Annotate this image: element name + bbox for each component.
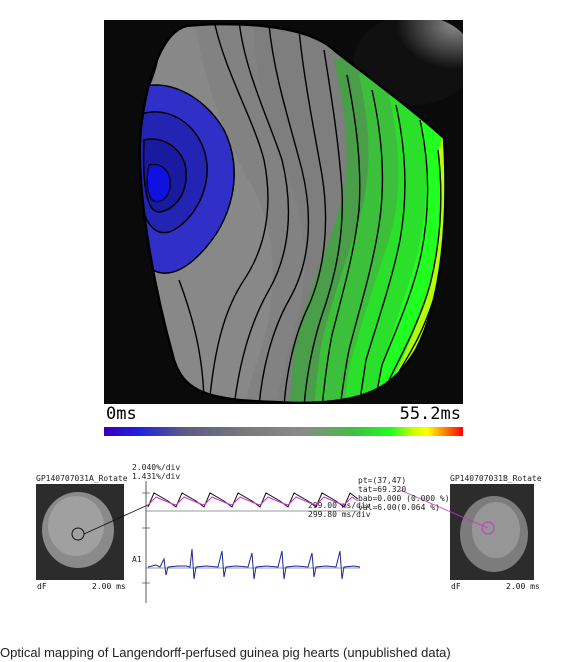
right-thumbnail-corner-left: dF bbox=[451, 582, 461, 591]
readout-line-2: tat=69.320 bbox=[358, 485, 407, 494]
scale-max-label: 55.2ms bbox=[397, 404, 463, 424]
left-thumbnail-title: GP140707031A_Rotate bbox=[36, 474, 128, 483]
figure-caption: Optical mapping of Langendorff-perfused … bbox=[0, 645, 451, 660]
traces-plot bbox=[142, 481, 361, 603]
scale-line-1: 2.040%/div bbox=[132, 463, 181, 472]
colorbar-labels: 0ms 55.2ms bbox=[104, 404, 463, 426]
activation-map-image bbox=[104, 20, 463, 407]
right-thumbnail-title: GP140707031B_Rotate bbox=[450, 474, 542, 483]
left-thumbnail-image bbox=[36, 484, 124, 580]
right-roi-circle bbox=[481, 521, 495, 535]
right-thumbnail-image bbox=[450, 484, 534, 580]
readout-val: val=6.00(0.064 %) bbox=[358, 503, 440, 512]
activation-map[interactable] bbox=[104, 20, 463, 407]
scale-min-label: 0ms bbox=[104, 404, 139, 424]
left-thumbnail-corner-right: 2.00 ms bbox=[92, 582, 126, 591]
left-thumbnail[interactable] bbox=[36, 484, 124, 580]
colorbar bbox=[104, 427, 463, 436]
time-div-2: 299.80 ms/div bbox=[308, 510, 371, 519]
left-thumbnail-corner-left: dF bbox=[37, 582, 47, 591]
time-div-1: 299.00 ms/div bbox=[308, 501, 371, 510]
scale-line-2: 1.431%/div bbox=[132, 472, 181, 481]
right-thumbnail-corner-right: 2.00 ms bbox=[506, 582, 540, 591]
channel-label: A1 bbox=[132, 555, 142, 564]
readout-line-3: bab=0.000 (0.000 %) bbox=[358, 494, 450, 503]
right-thumbnail[interactable] bbox=[450, 484, 534, 580]
trace-panel[interactable]: 2.040%/div 1.431%/div pt=(37,47) tat=69.… bbox=[130, 463, 450, 603]
readout-pt: pt=(37,47) bbox=[358, 476, 407, 485]
